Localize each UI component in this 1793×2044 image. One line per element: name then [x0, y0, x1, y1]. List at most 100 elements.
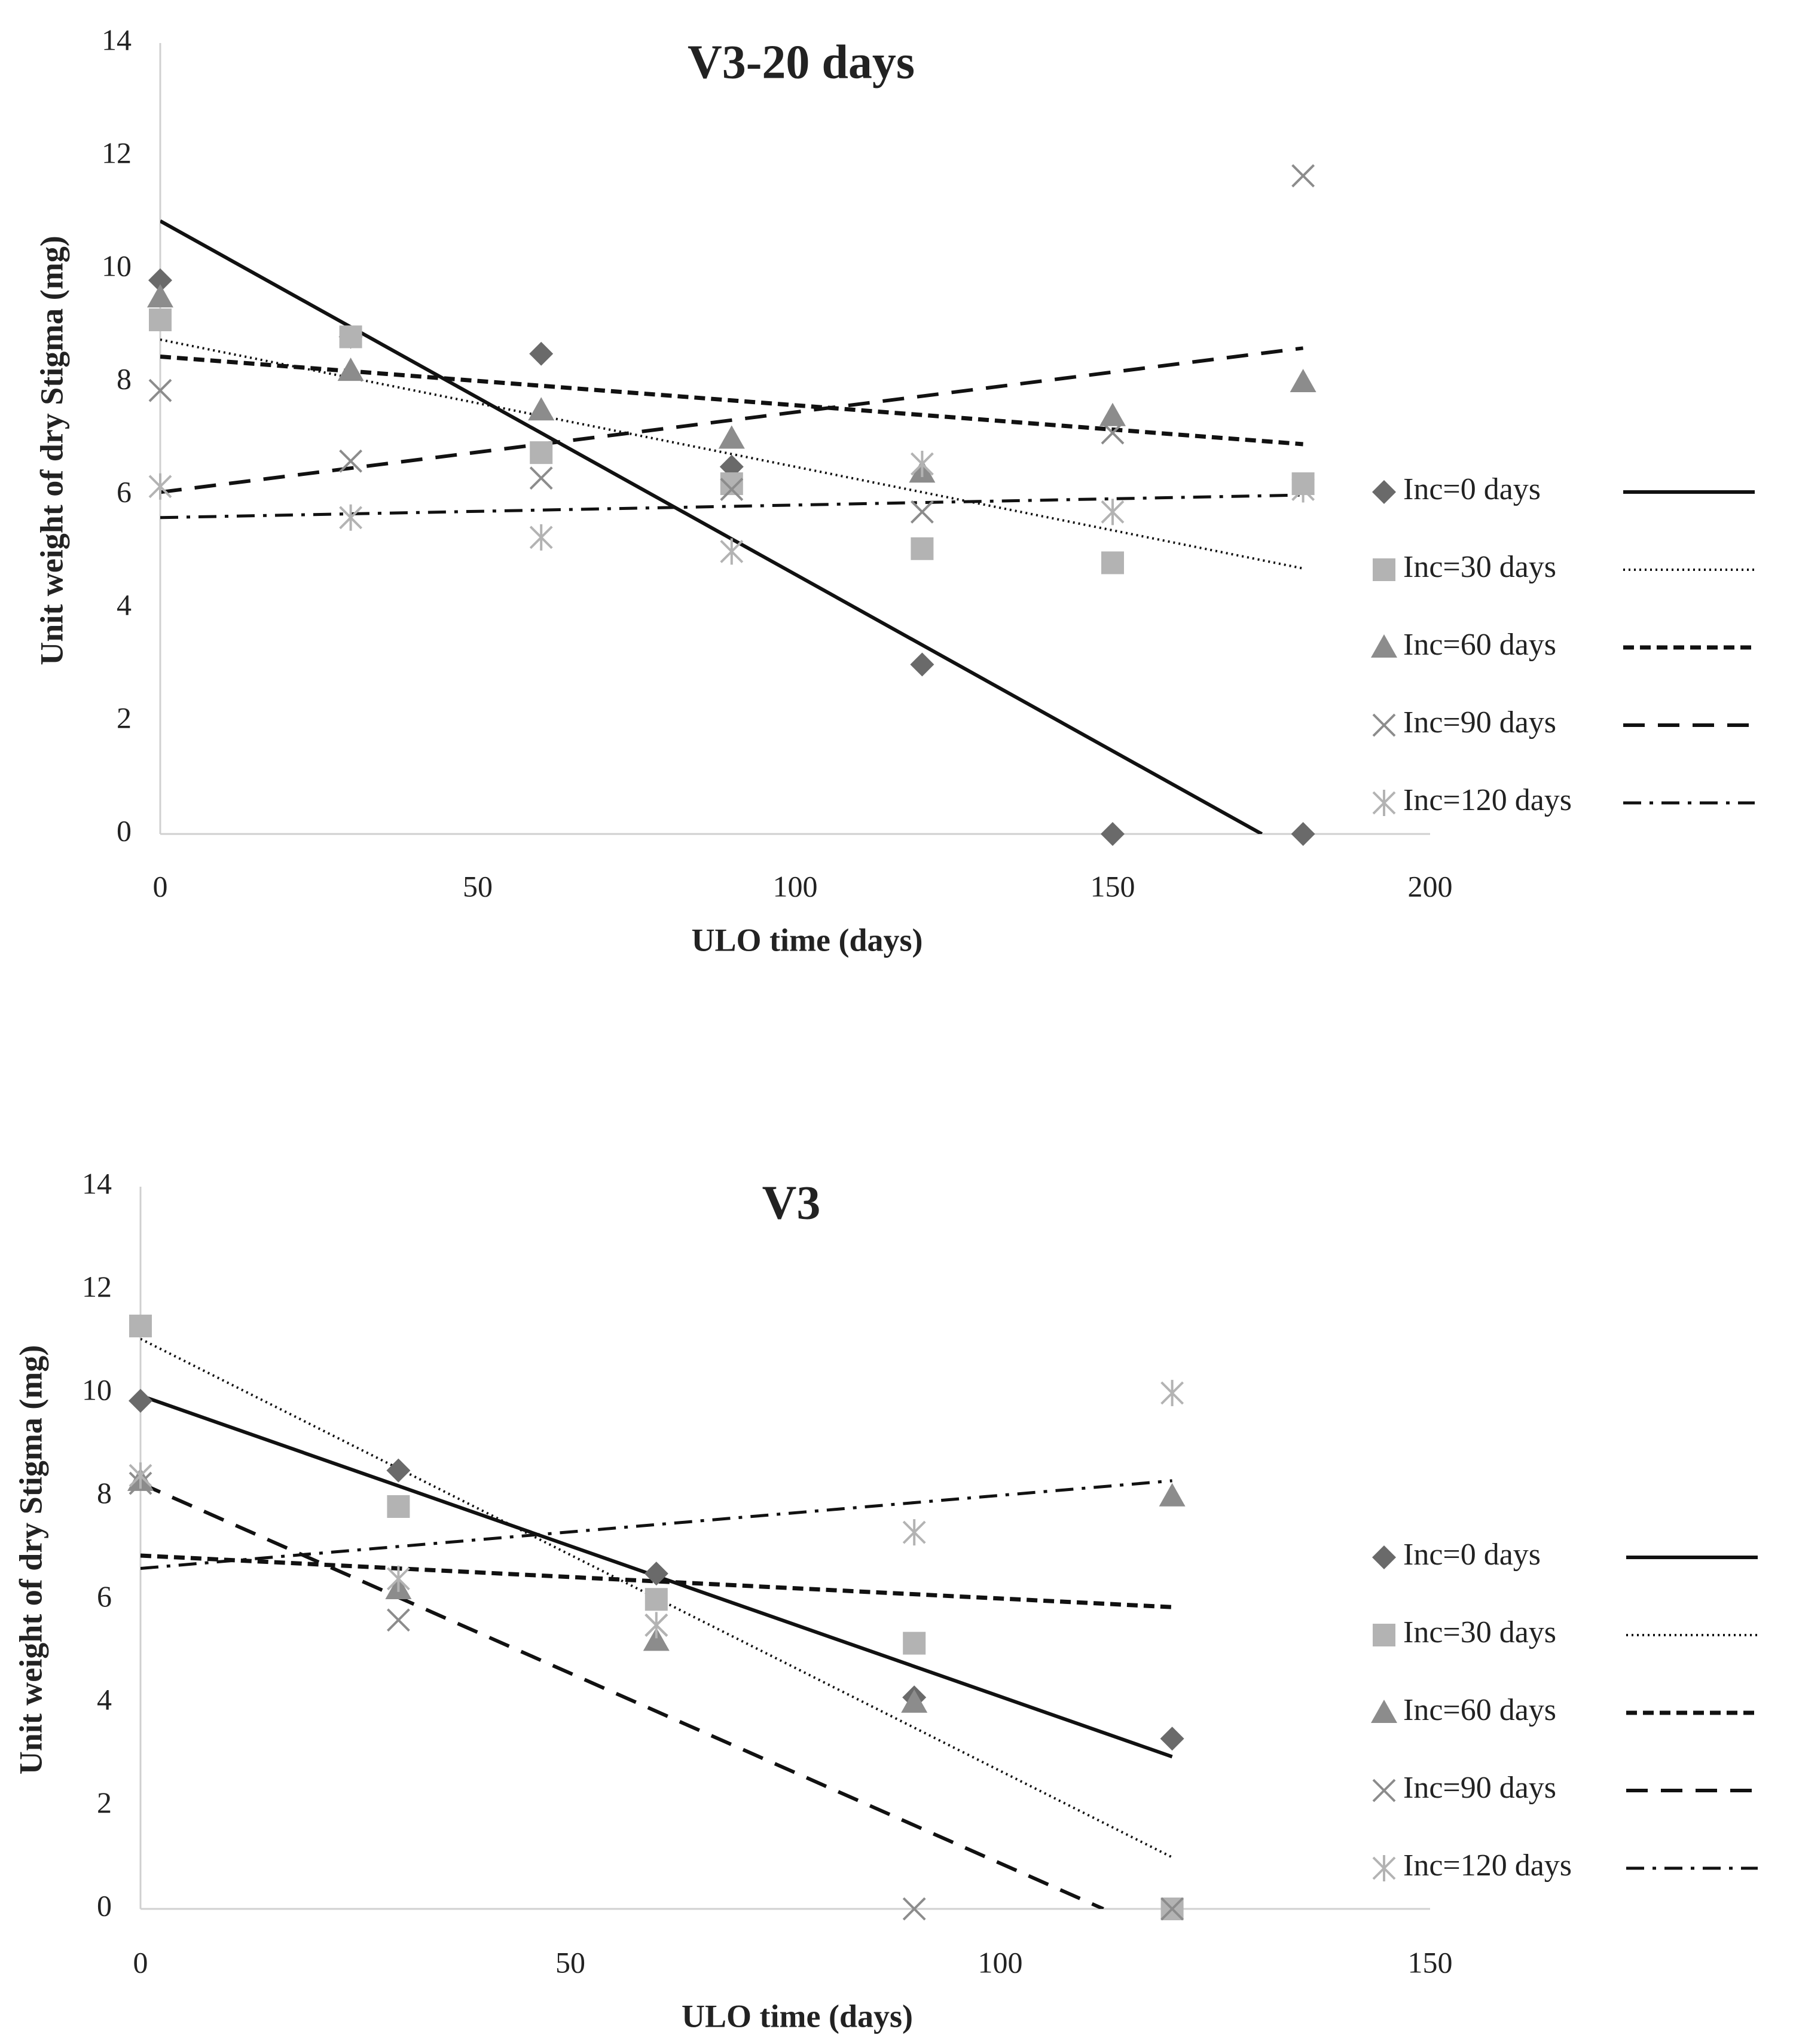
- legend: Inc=0 days Inc=30 days Inc=60 days Inc=90 d…: [1371, 1538, 1758, 1883]
- data-point: [1099, 402, 1126, 426]
- data-point: [339, 449, 363, 473]
- y-tick-label: 6: [117, 475, 132, 508]
- data-point: [129, 1462, 152, 1489]
- x-tick-label: 100: [773, 869, 818, 903]
- legend-item-inc-0-days: Inc=0 days: [1372, 1538, 1758, 1572]
- data-point: [529, 524, 553, 551]
- x-axis-label: ULO time (days): [682, 1998, 913, 2034]
- data-point: [1101, 822, 1125, 846]
- y-tick-label: 2: [117, 701, 132, 734]
- y-tick-label: 8: [117, 362, 132, 395]
- y-tick-label: 14: [102, 23, 132, 56]
- y-tick-label: 0: [97, 1889, 112, 1922]
- x-tick-label: 0: [133, 1945, 148, 1979]
- data-point: [386, 1608, 410, 1632]
- chart-v3-20-days: V3-20 days 0 2 4 6 8 10 12 14 0 50 100 150 200 ULO tim…: [33, 23, 1755, 958]
- data-point: [529, 466, 553, 490]
- data-point: [644, 1562, 668, 1586]
- y-tick-label: 2: [97, 1786, 112, 1819]
- data-point: [149, 308, 172, 332]
- data-point: [528, 397, 555, 421]
- x-tick-label: 50: [463, 869, 493, 903]
- legend-label: Inc=30 days: [1403, 1615, 1556, 1649]
- y-tick-label: 0: [117, 814, 132, 847]
- legend-marker: [1372, 1545, 1396, 1569]
- y-tick-label: 14: [82, 1166, 112, 1200]
- legend-marker: [1372, 480, 1396, 504]
- data-point: [147, 284, 173, 308]
- legend-item-inc-60-days: Inc=60 days: [1371, 628, 1755, 662]
- x-tick-label: 100: [978, 1945, 1023, 1979]
- x-tick-label: 150: [1408, 1945, 1453, 1979]
- legend-item-inc-120-days: Inc=120 days: [1372, 783, 1755, 817]
- x-tick-label: 0: [153, 869, 168, 903]
- x-tick-label: 200: [1408, 869, 1453, 903]
- legend-marker: [1371, 1700, 1397, 1723]
- y-tick-label: 12: [82, 1270, 112, 1303]
- legend-label: Inc=120 days: [1403, 1849, 1572, 1883]
- legend-label: Inc=0 days: [1403, 1538, 1541, 1572]
- trendline-inc-60-days: [140, 1553, 1172, 1609]
- y-tick-label: 10: [82, 1373, 112, 1407]
- data-point: [148, 473, 172, 500]
- data-point: [1101, 421, 1125, 445]
- data-point: [387, 1495, 410, 1518]
- data-point: [1160, 1897, 1184, 1921]
- x-tick-label: 150: [1091, 869, 1135, 903]
- series-inc-30-days: [149, 308, 1315, 575]
- series-inc-90-days: [148, 164, 1315, 524]
- chart-v3: V3 0 2 4 6 8 10 12 14 0 50 100 150 ULO time (days) Uni…: [13, 1166, 1758, 2034]
- data-point: [718, 425, 745, 449]
- data-point: [148, 378, 172, 402]
- legend-marker: [1372, 713, 1396, 737]
- data-point: [720, 472, 743, 496]
- data-point: [1290, 369, 1317, 392]
- x-tick-label: 50: [555, 1945, 585, 1979]
- data-point: [720, 478, 744, 501]
- legend-label: Inc=90 days: [1403, 1771, 1556, 1805]
- legend-label: Inc=90 days: [1403, 705, 1556, 740]
- legend-item-inc-90-days: Inc=90 days: [1372, 1771, 1758, 1805]
- legend-label: Inc=120 days: [1403, 783, 1572, 817]
- data-point: [903, 1631, 926, 1655]
- legend-marker: [1372, 1779, 1396, 1802]
- data-point: [1291, 164, 1315, 188]
- legend-marker: [1373, 1624, 1395, 1646]
- data-point: [910, 652, 934, 677]
- y-tick-label: 12: [102, 136, 132, 169]
- legend-label: Inc=60 days: [1403, 1693, 1556, 1727]
- y-tick-label: 4: [117, 588, 132, 621]
- legend-item-inc-120-days: Inc=120 days: [1372, 1849, 1758, 1883]
- y-tick-label: 4: [97, 1682, 112, 1716]
- legend-marker: [1373, 558, 1395, 581]
- trendline-inc-90-days: [160, 346, 1303, 494]
- legend-item-inc-60-days: Inc=60 days: [1371, 1693, 1758, 1727]
- data-point: [1101, 499, 1125, 525]
- data-point: [644, 1588, 668, 1611]
- data-point: [339, 325, 362, 349]
- y-tick-label: 10: [102, 249, 132, 282]
- data-point: [129, 1389, 152, 1413]
- data-point: [148, 268, 172, 292]
- data-point: [386, 1458, 411, 1483]
- data-point: [1160, 1727, 1184, 1751]
- data-point: [530, 441, 553, 465]
- series-inc-120-days: [129, 1380, 1184, 1639]
- data-point: [910, 500, 934, 524]
- data-point: [339, 504, 363, 531]
- data-point: [644, 1612, 668, 1639]
- data-point: [129, 1314, 152, 1337]
- y-axis-label: Unit weight of dry Stigma (mg): [33, 236, 69, 665]
- legend-item-inc-30-days: Inc=30 days: [1373, 550, 1755, 584]
- data-point: [720, 538, 744, 565]
- legend-label: Inc=0 days: [1403, 472, 1541, 506]
- chart-title: V3-20 days: [688, 36, 915, 88]
- y-axis-label: Unit weight of dry Stigma (mg): [13, 1345, 48, 1774]
- data-point: [1159, 1483, 1186, 1507]
- legend-item-inc-0-days: Inc=0 days: [1372, 472, 1755, 506]
- legend: Inc=0 days Inc=30 days Inc=60 days Inc=90 d…: [1371, 472, 1755, 817]
- series-inc-120-days: [148, 451, 1315, 565]
- data-point: [1291, 476, 1315, 503]
- data-point: [529, 341, 554, 366]
